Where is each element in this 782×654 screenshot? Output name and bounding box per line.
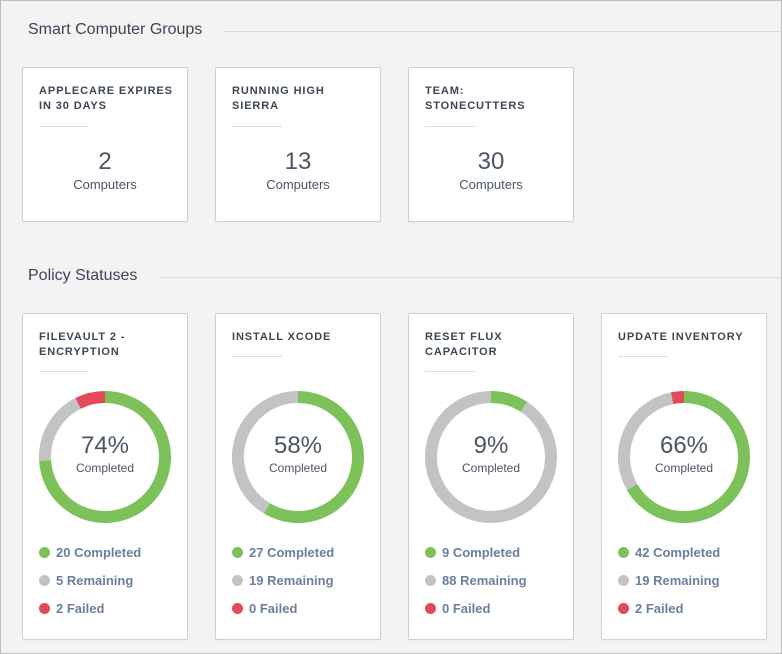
completed-arc xyxy=(626,391,750,523)
completion-donut-chart xyxy=(618,391,750,523)
completion-label: Completed xyxy=(268,461,328,475)
failed-dot-icon xyxy=(618,603,629,614)
group-count: 30 xyxy=(477,148,505,175)
completed-arc xyxy=(490,391,528,413)
policy-card-flux-capacitor[interactable]: RESET FLUX CAPACITOR 9% Completed 9 Comp… xyxy=(408,313,574,640)
group-title: RUNNING HIGH SIERRA xyxy=(232,85,325,112)
failed-count: 0 Failed xyxy=(249,601,298,616)
completed-dot-icon xyxy=(39,547,50,558)
failed-arc xyxy=(75,391,106,409)
policy-title: INSTALL XCODE xyxy=(232,331,332,343)
completion-label: Completed xyxy=(461,461,521,475)
failed-dot-icon xyxy=(39,603,50,614)
completed-dot-icon xyxy=(232,547,243,558)
card-divider xyxy=(425,371,475,372)
remaining-count: 88 Remaining xyxy=(442,573,527,588)
completion-percent: 74% xyxy=(80,432,130,459)
remaining-count: 5 Remaining xyxy=(56,573,134,588)
policy-card-xcode[interactable]: INSTALL XCODE 58% Completed 27 Completed… xyxy=(215,313,381,640)
failed-count: 0 Failed xyxy=(442,601,491,616)
legend-completed[interactable]: 42 Completed xyxy=(618,545,720,560)
failed-count: 2 Failed xyxy=(56,601,105,616)
completed-count: 42 Completed xyxy=(635,545,721,560)
legend-remaining[interactable]: 19 Remaining xyxy=(232,573,334,588)
completed-arc xyxy=(263,391,364,523)
card-divider xyxy=(232,126,282,127)
completed-dot-icon xyxy=(425,547,436,558)
remaining-arc xyxy=(425,391,557,523)
group-card-stonecutters[interactable]: TEAM: STONECUTTERS 30 Computers xyxy=(408,67,574,222)
policy-title: UPDATE INVENTORY xyxy=(618,331,744,343)
completion-percent: 9% xyxy=(473,432,509,459)
completed-dot-icon xyxy=(618,547,629,558)
group-card-applecare[interactable]: APPLECARE EXPIRES IN 30 DAYS 2 Computers xyxy=(22,67,188,222)
legend-failed[interactable]: 0 Failed xyxy=(232,601,297,616)
legend-failed[interactable]: 2 Failed xyxy=(618,601,683,616)
group-title: TEAM: STONECUTTERS xyxy=(425,85,526,112)
failed-dot-icon xyxy=(425,603,436,614)
completion-label: Completed xyxy=(654,461,714,475)
completion-label: Completed xyxy=(75,461,135,475)
completion-donut-chart xyxy=(232,391,364,523)
completed-arc xyxy=(39,391,171,523)
remaining-count: 19 Remaining xyxy=(249,573,334,588)
group-unit: Computers xyxy=(73,177,137,192)
group-unit: Computers xyxy=(459,177,523,192)
group-count: 13 xyxy=(284,148,312,175)
remaining-dot-icon xyxy=(39,575,50,586)
failed-arc xyxy=(670,391,685,405)
smart-groups-heading: Smart Computer Groups xyxy=(28,21,203,38)
group-card-high-sierra[interactable]: RUNNING HIGH SIERRA 13 Computers xyxy=(215,67,381,222)
completed-count: 9 Completed xyxy=(442,545,521,560)
section-divider xyxy=(161,277,781,278)
remaining-arc xyxy=(232,391,299,514)
card-divider xyxy=(618,356,668,357)
card-divider xyxy=(425,126,475,127)
group-unit: Computers xyxy=(266,177,330,192)
legend-remaining[interactable]: 19 Remaining xyxy=(618,573,720,588)
legend-failed[interactable]: 0 Failed xyxy=(425,601,490,616)
policy-statuses-heading: Policy Statuses xyxy=(28,267,138,284)
completion-donut-chart xyxy=(39,391,171,523)
remaining-count: 19 Remaining xyxy=(635,573,720,588)
legend-completed[interactable]: 9 Completed xyxy=(425,545,520,560)
remaining-dot-icon xyxy=(618,575,629,586)
policy-card-filevault[interactable]: FILEVAULT 2 - ENCRYPTION 74% Completed 2… xyxy=(22,313,188,640)
remaining-arc xyxy=(39,398,81,461)
remaining-dot-icon xyxy=(232,575,243,586)
completion-percent: 66% xyxy=(659,432,709,459)
legend-completed[interactable]: 27 Completed xyxy=(232,545,334,560)
remaining-arc xyxy=(618,392,674,490)
policy-title: RESET FLUX CAPACITOR xyxy=(425,331,503,358)
card-divider xyxy=(39,126,89,127)
policy-card-update-inventory[interactable]: UPDATE INVENTORY 66% Completed 42 Comple… xyxy=(601,313,767,640)
failed-count: 2 Failed xyxy=(635,601,684,616)
completed-count: 27 Completed xyxy=(249,545,335,560)
completed-count: 20 Completed xyxy=(56,545,142,560)
legend-completed[interactable]: 20 Completed xyxy=(39,545,141,560)
completion-percent: 58% xyxy=(273,432,323,459)
legend-failed[interactable]: 2 Failed xyxy=(39,601,104,616)
legend-remaining[interactable]: 88 Remaining xyxy=(425,573,527,588)
group-count: 2 xyxy=(98,148,112,175)
failed-dot-icon xyxy=(232,603,243,614)
card-divider xyxy=(232,356,282,357)
section-divider xyxy=(223,31,781,32)
policy-title: FILEVAULT 2 - ENCRYPTION xyxy=(39,331,126,358)
remaining-dot-icon xyxy=(425,575,436,586)
group-title: APPLECARE EXPIRES IN 30 DAYS xyxy=(39,85,173,112)
card-divider xyxy=(39,371,89,372)
completion-donut-chart xyxy=(425,391,557,523)
legend-remaining[interactable]: 5 Remaining xyxy=(39,573,133,588)
